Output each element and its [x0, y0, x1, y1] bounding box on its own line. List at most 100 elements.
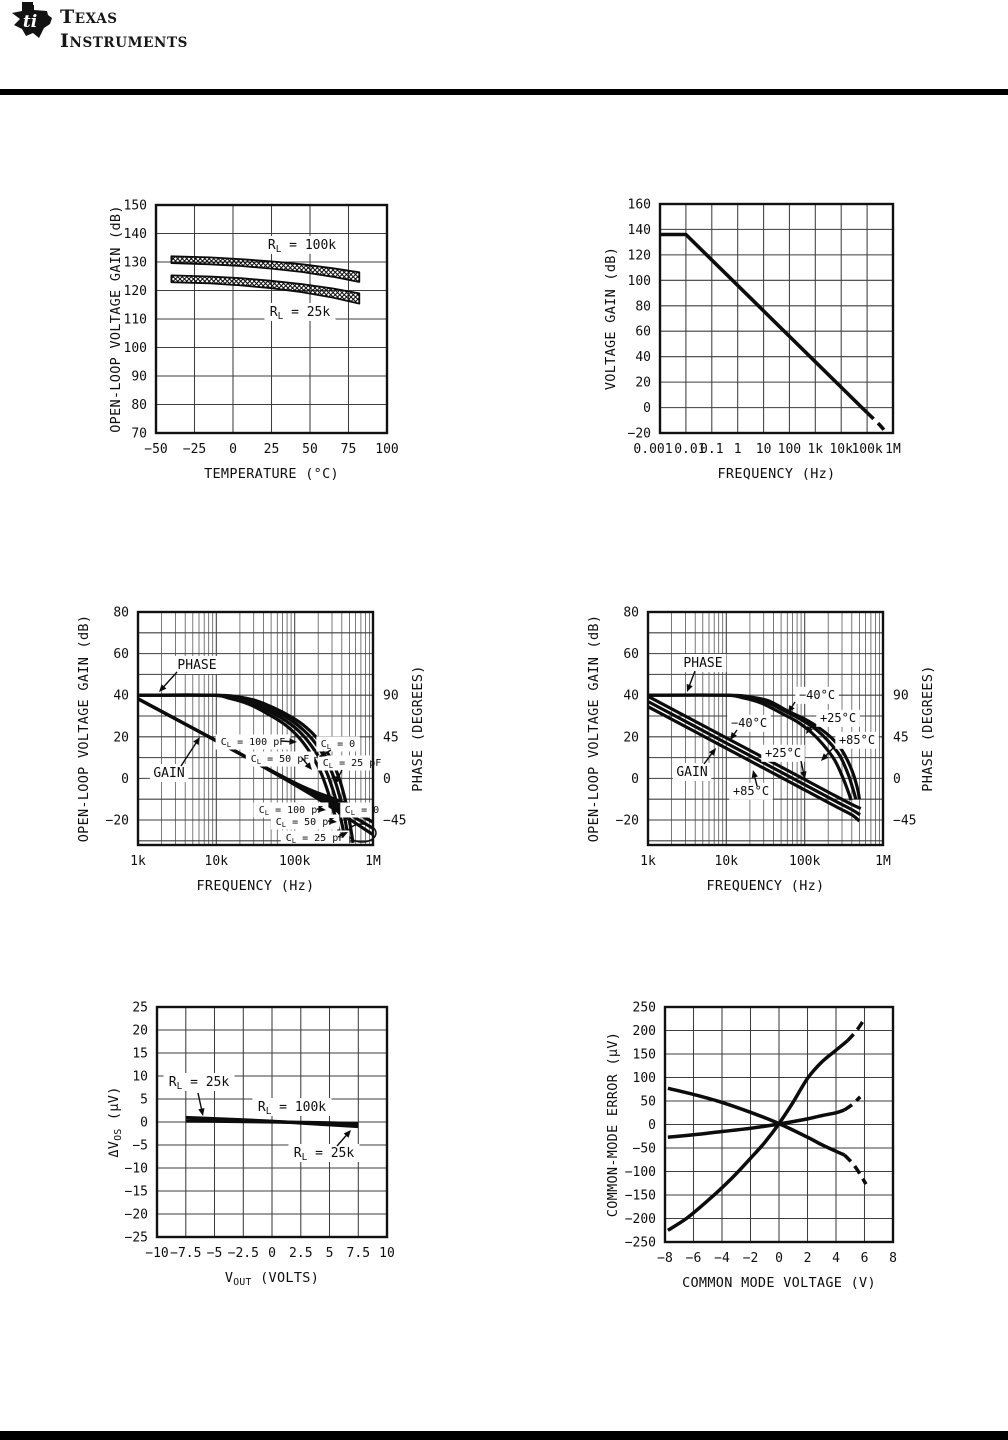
- svg-text:−15: −15: [125, 1185, 148, 1200]
- svg-text:50: 50: [302, 442, 318, 457]
- annotation-cl-100-pf: CL = 100 pF: [221, 737, 286, 749]
- svg-text:1k: 1k: [130, 854, 146, 869]
- pointer-arrow: [161, 671, 178, 690]
- svg-text:−10: −10: [145, 1246, 168, 1261]
- svg-text:5: 5: [326, 1246, 334, 1261]
- svg-text:0: 0: [140, 1116, 148, 1131]
- annotations: PHASE GAIN −40°C +25°C +85°C −40°C +25°C +85°C: [672, 654, 879, 800]
- svg-text:−20: −20: [616, 814, 639, 829]
- svg-text:0: 0: [775, 1251, 783, 1266]
- svg-text:20: 20: [132, 1024, 148, 1039]
- svg-text:20: 20: [113, 730, 129, 745]
- series-gain-solid: [660, 232, 869, 414]
- y-axis-title: OPEN-LOOP VOLTAGE GAIN (dB): [108, 205, 124, 433]
- svg-text:70: 70: [131, 427, 147, 442]
- x-tick-labels: −8 −6 −4 −2 0 2 4 6 8: [657, 1251, 897, 1266]
- y-tick-labels: 150 140 130 120 110 100 90 80 70: [124, 199, 147, 442]
- svg-text:1k: 1k: [640, 854, 656, 869]
- svg-text:−20: −20: [106, 814, 129, 829]
- svg-text:−25: −25: [183, 442, 206, 457]
- svg-text:−4: −4: [714, 1251, 730, 1266]
- series-gain-plus25C: [647, 700, 861, 817]
- svg-text:75: 75: [341, 442, 357, 457]
- svg-text:20: 20: [623, 730, 639, 745]
- annotation-rl-25k: RL = 25k: [169, 1075, 230, 1092]
- svg-text:−50: −50: [633, 1142, 656, 1157]
- svg-text:100k: 100k: [279, 854, 310, 869]
- svg-text:250: 250: [633, 1001, 656, 1016]
- svg-text:0: 0: [383, 772, 391, 787]
- series-shallow-rising-dashed: [843, 1095, 862, 1112]
- series-steep-rising-solid: [666, 1039, 849, 1232]
- svg-text:60: 60: [113, 647, 129, 662]
- svg-text:0: 0: [631, 772, 639, 787]
- annotation-rl-25k: RL = 25k: [294, 1146, 355, 1163]
- svg-text:80: 80: [131, 398, 147, 413]
- svg-text:100k: 100k: [851, 442, 882, 457]
- svg-text:−200: −200: [625, 1212, 656, 1227]
- svg-text:−2.5: −2.5: [228, 1246, 259, 1261]
- ti-logo: ti Texas Instruments: [10, 2, 188, 54]
- svg-text:−100: −100: [625, 1165, 656, 1180]
- svg-text:20: 20: [635, 376, 651, 391]
- x-axis-title: FREQUENCY (Hz): [707, 878, 825, 894]
- x-axis-title: FREQUENCY (Hz): [197, 878, 315, 894]
- svg-text:80: 80: [113, 606, 129, 621]
- svg-text:−6: −6: [686, 1251, 702, 1266]
- x-axis-title: VOUT (VOLTS): [225, 1270, 319, 1288]
- series-falling-solid: [667, 1086, 846, 1157]
- svg-text:10k: 10k: [715, 854, 739, 869]
- svg-text:−25: −25: [125, 1231, 148, 1246]
- y2-axis-title: PHASE (DEGREES): [410, 665, 426, 791]
- svg-text:−45: −45: [893, 814, 916, 829]
- y-tick-labels: 80 60 40 20 0 −20: [106, 606, 129, 829]
- brand-instruments: Instruments: [60, 29, 188, 52]
- svg-text:25: 25: [132, 1001, 148, 1016]
- svg-text:60: 60: [635, 325, 651, 340]
- annotation--85-c: +85°C: [839, 733, 875, 747]
- annotation-cl-25-pf: CL = 25 pF: [286, 833, 345, 845]
- svg-text:120: 120: [124, 284, 147, 299]
- series-gain-cl-100pF: [137, 697, 374, 836]
- svg-text:90: 90: [383, 689, 399, 704]
- x-tick-labels: −50 −25 0 25 50 75 100: [144, 442, 398, 457]
- svg-text:7.5: 7.5: [347, 1246, 370, 1261]
- svg-text:−10: −10: [125, 1162, 148, 1177]
- svg-text:−5: −5: [207, 1246, 223, 1261]
- svg-text:45: 45: [383, 730, 399, 745]
- chart-open-loop-gain-and-phase-vs-frequency-temp: PHASE GAIN −40°C +25°C +85°C −40°C +25°C +85°C 1…: [586, 606, 936, 895]
- svg-text:−2: −2: [743, 1251, 759, 1266]
- annotation--85-c: +85°C: [733, 784, 769, 798]
- svg-text:−8: −8: [657, 1251, 673, 1266]
- plot-frame: [663, 1005, 895, 1244]
- y2-axis-title: PHASE (DEGREES): [920, 665, 936, 791]
- svg-text:40: 40: [113, 689, 129, 704]
- y-axis-title: COMMON-MODE ERROR (μV): [605, 1032, 621, 1217]
- svg-text:0: 0: [268, 1246, 276, 1261]
- y-axis-title: ΔVOS (μV): [106, 1086, 124, 1157]
- svg-text:90: 90: [131, 370, 147, 385]
- svg-text:−250: −250: [625, 1236, 656, 1251]
- svg-text:25: 25: [264, 442, 280, 457]
- annotations: RL = 100k RL = 25k: [262, 235, 342, 322]
- annotation-phase: PHASE: [683, 656, 722, 671]
- series-RL-100k: [185, 1119, 359, 1126]
- svg-text:4: 4: [832, 1251, 840, 1266]
- svg-text:5: 5: [140, 1093, 148, 1108]
- band-RL-25k: [170, 274, 361, 305]
- svg-text:100: 100: [124, 341, 147, 356]
- top-rule: [0, 89, 1008, 95]
- annotation-cl-50-pf: CL = 50 pF: [251, 754, 310, 766]
- plot-frame: [646, 610, 885, 847]
- svg-text:80: 80: [635, 299, 651, 314]
- band-RL-100k: [170, 255, 361, 283]
- y-tick-labels: 160 140 120 100 80 60 40 20 0 −20: [628, 198, 651, 442]
- svg-text:0: 0: [643, 401, 651, 416]
- annotations: RL = 25k RL = 100k RL = 25k: [163, 1073, 360, 1163]
- svg-text:2: 2: [804, 1251, 812, 1266]
- svg-text:ti: ti: [23, 12, 37, 32]
- annotation-cl-0: CL = 0: [321, 739, 355, 751]
- svg-text:200: 200: [633, 1024, 656, 1039]
- annotation-cl-25-pf: CL = 25 pF: [323, 758, 382, 770]
